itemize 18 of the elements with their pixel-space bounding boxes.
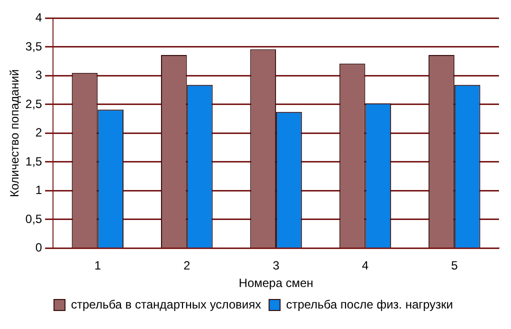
x-tick-label: 1	[94, 258, 102, 273]
legend-label: стрельба после физ. нагрузки	[286, 297, 453, 312]
y-tick-label: 0	[35, 240, 42, 255]
y-tick-label: 3	[35, 68, 42, 82]
y-tick-label: 2	[35, 126, 42, 140]
x-tick-label: 3	[272, 258, 280, 273]
x-axis-title: Номера смен	[238, 276, 314, 290]
x-tick-label: 5	[451, 258, 458, 273]
legend-label: стрельба в стандартных условиях	[71, 297, 262, 312]
y-tick-label: 3,5	[25, 39, 42, 54]
y-axis-title: Количество попаданий	[8, 69, 22, 198]
y-tick-label: 1,5	[25, 154, 42, 168]
y-tick-label: 2,5	[25, 96, 42, 111]
y-tick-label: 4	[35, 10, 42, 25]
y-tick-label: 0,5	[25, 212, 42, 226]
x-tick-label: 2	[184, 258, 191, 273]
y-tick-label: 1	[35, 183, 42, 198]
x-tick-label: 4	[362, 258, 369, 273]
